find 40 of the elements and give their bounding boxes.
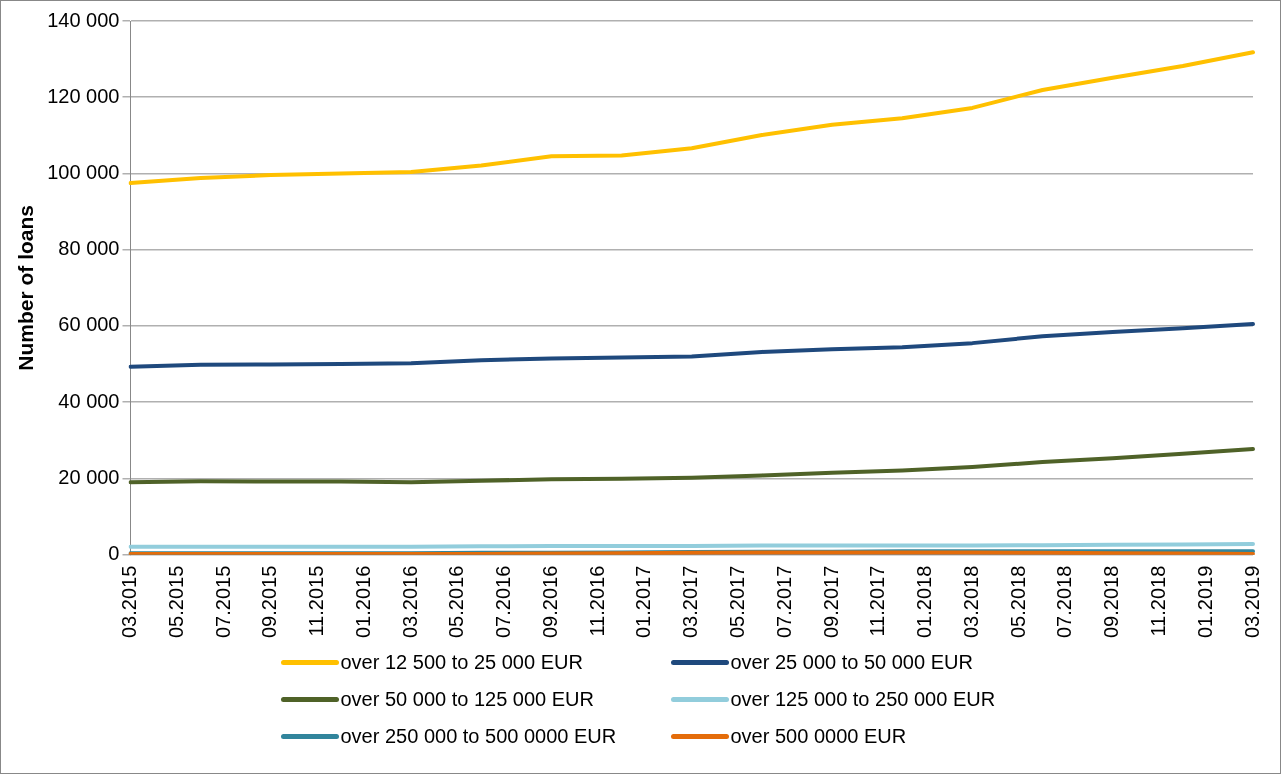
x-tick-label: 07.2015 (211, 565, 234, 638)
x-tick-label: 03.2019 (1240, 565, 1263, 638)
x-tick-label: 03.2017 (679, 565, 702, 638)
x-tick-label: 01.2017 (632, 565, 655, 638)
y-tick-label: 100 000 (47, 161, 120, 183)
x-tick-label: 03.2018 (959, 565, 982, 638)
y-tick-label: 120 000 (47, 84, 120, 107)
legend-label: over 250 000 to 500 0000 EUR (340, 725, 617, 748)
y-tick-label: 80 000 (58, 237, 120, 260)
x-tick-label: 07.2018 (1053, 565, 1076, 638)
x-tick-label: 09.2017 (819, 565, 842, 638)
legend-label: over 50 000 to 125 000 EUR (340, 688, 595, 711)
x-tick-label: 07.2017 (772, 565, 795, 638)
x-tick-label: 11.2018 (1146, 565, 1169, 637)
x-tick-label: 05.2015 (164, 565, 187, 638)
x-tick-label: 11.2015 (305, 565, 328, 637)
x-tick-label: 09.2018 (1100, 565, 1123, 638)
x-tick-label: 03.2015 (118, 565, 141, 638)
x-tick-label: 03.2016 (398, 565, 421, 638)
y-axis-title: Number of loans (14, 205, 38, 371)
legend-label: over 12 500 to 25 000 EUR (340, 651, 583, 674)
x-tick-label: 07.2016 (492, 565, 515, 638)
x-tick-label: 09.2016 (538, 565, 561, 638)
y-tick-label: 40 000 (58, 389, 120, 412)
y-tick-label: 140 000 (47, 8, 120, 31)
y-tick-label: 60 000 (58, 313, 120, 336)
x-tick-label: 11.2017 (866, 565, 889, 637)
y-tick-label: 20 000 (58, 465, 120, 488)
x-tick-label: 11.2016 (585, 565, 608, 637)
x-tick-label: 01.2019 (1193, 565, 1216, 638)
y-tick-label: 0 (108, 542, 120, 565)
legend-label: over 25 000 to 50 000 EUR (730, 651, 973, 674)
x-tick-label: 09.2015 (258, 565, 281, 638)
x-tick-label: 01.2018 (913, 565, 936, 638)
x-tick-label: 05.2017 (726, 565, 749, 638)
x-tick-label: 01.2016 (351, 565, 374, 638)
legend-label: over 125 000 to 250 000 EUR (730, 688, 996, 711)
legend-label: over 500 0000 EUR (730, 725, 907, 748)
x-tick-label: 05.2018 (1006, 565, 1029, 638)
x-tick-label: 05.2016 (445, 565, 468, 638)
